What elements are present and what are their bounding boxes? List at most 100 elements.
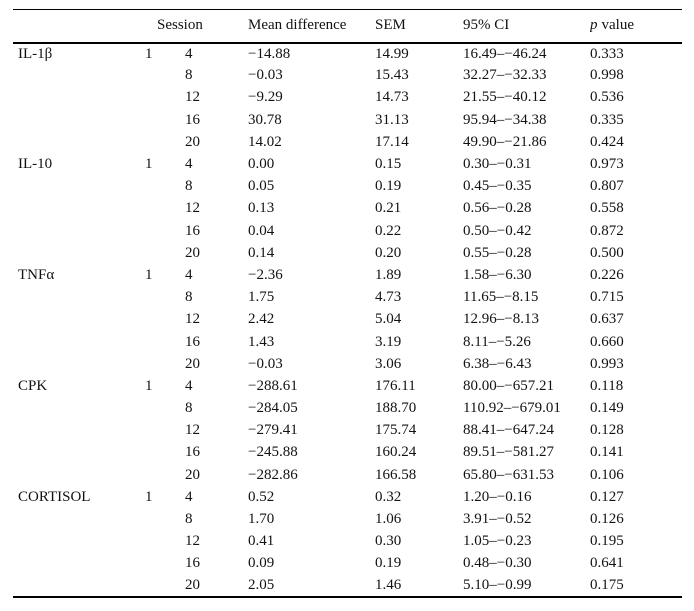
header-row: Session Mean difference SEM 95% CI p valu… — [13, 9, 682, 44]
ci-cell: 1.58–−6.30 — [463, 266, 532, 283]
table-row: 12 −9.29 14.73 21.55–−40.12 0.536 — [13, 87, 682, 109]
group-cell — [145, 531, 157, 553]
analyte-cell: CORTISOL — [18, 488, 91, 505]
mean-difference-cell: 14.02 — [248, 133, 282, 150]
session-cell: 20 — [185, 355, 200, 372]
table-row: IL-10 1 4 0.00 0.15 0.30–−0.31 0.973 — [13, 153, 682, 175]
mean-difference-cell: 0.13 — [248, 200, 275, 217]
header-analyte — [13, 9, 145, 44]
session-cell: 4 — [185, 266, 193, 283]
session-cell: 20 — [185, 133, 200, 150]
session-cell: 4 — [185, 156, 193, 173]
ci-cell: 21.55–−40.12 — [463, 89, 547, 106]
session-cell: 8 — [185, 511, 193, 528]
analyte-cell: IL-1β — [18, 45, 53, 62]
ci-cell: 5.10–−0.99 — [463, 575, 590, 599]
header-group — [145, 9, 157, 44]
session-cell: 8 — [185, 400, 193, 417]
p-value-cell: 0.558 — [590, 200, 624, 217]
group-cell: 1 — [145, 45, 153, 62]
mean-difference-cell: 0.05 — [248, 178, 275, 195]
session-cell: 16 — [185, 333, 200, 350]
sem-cell: 15.43 — [375, 67, 409, 84]
analyte-cell — [13, 87, 145, 109]
session-cell: 16 — [185, 222, 200, 239]
analyte-cell: CPK — [18, 377, 48, 394]
p-value-cell: 0.175 — [590, 575, 682, 599]
ci-cell: 6.38–−6.43 — [463, 355, 532, 372]
sem-cell: 0.32 — [375, 488, 402, 505]
sem-cell: 160.24 — [375, 444, 417, 461]
session-cell: 8 — [185, 289, 193, 306]
analyte-cell: IL-10 — [18, 156, 53, 173]
p-value-cell: 0.872 — [590, 222, 624, 239]
table-row: 20 −282.86 166.58 65.80–−631.53 0.106 — [13, 464, 682, 486]
ci-cell: 88.41–−647.24 — [463, 422, 554, 439]
group-cell — [145, 287, 157, 309]
p-value-cell: 0.118 — [590, 377, 624, 394]
sem-cell: 0.19 — [375, 555, 402, 572]
ci-cell: 0.50–−0.42 — [463, 222, 532, 239]
group-cell — [145, 553, 157, 575]
sem-cell: 175.74 — [375, 422, 417, 439]
p-value-cell: 0.149 — [590, 400, 624, 417]
table-header: Session Mean difference SEM 95% CI p valu… — [13, 9, 682, 44]
table-body: IL-1β 1 4 −14.88 14.99 16.49–−46.24 0.333 8 −0.0… — [13, 43, 682, 599]
mean-difference-cell: −245.88 — [248, 444, 298, 461]
sem-cell: 1.89 — [375, 266, 402, 283]
ci-cell: 1.05–−0.23 — [463, 533, 532, 550]
p-value-cell: 0.998 — [590, 67, 624, 84]
ci-cell: 8.11–−5.26 — [463, 333, 531, 350]
group-cell — [145, 464, 157, 486]
sem-cell: 14.73 — [375, 89, 409, 106]
session-cell: 4 — [185, 377, 193, 394]
analyte-cell — [13, 442, 145, 464]
sem-cell: 0.22 — [375, 222, 402, 239]
header-session: Session — [157, 9, 248, 44]
group-cell: 1 — [145, 266, 153, 283]
sem-cell: 0.30 — [375, 533, 402, 550]
group-cell — [145, 353, 157, 375]
analyte-cell — [13, 575, 145, 599]
sem-cell: 14.99 — [375, 45, 409, 62]
p-value-cell: 0.127 — [590, 488, 624, 505]
analyte-cell — [13, 198, 145, 220]
mean-difference-cell: 1.43 — [248, 333, 275, 350]
mean-difference-cell: −0.03 — [248, 67, 283, 84]
session-cell: 20 — [185, 466, 200, 483]
mean-difference-cell: 1.75 — [248, 289, 275, 306]
table-row: 16 30.78 31.13 95.94–−34.38 0.335 — [13, 109, 682, 131]
mean-difference-cell: 0.00 — [248, 156, 275, 173]
table-row: 16 0.04 0.22 0.50–−0.42 0.872 — [13, 220, 682, 242]
mean-difference-cell: −0.03 — [248, 355, 283, 372]
ci-cell: 95.94–−34.38 — [463, 111, 547, 128]
session-cell: 8 — [185, 178, 193, 195]
session-cell: 16 — [185, 111, 200, 128]
table-row: 8 0.05 0.19 0.45–−0.35 0.807 — [13, 176, 682, 198]
p-value-cell: 0.226 — [590, 266, 624, 283]
header-p-value: p value — [590, 9, 682, 44]
analyte-cell — [13, 309, 145, 331]
analyte-cell — [13, 331, 145, 353]
p-value-cell: 0.807 — [590, 178, 624, 195]
session-cell: 12 — [185, 533, 200, 550]
sem-cell: 0.19 — [375, 178, 402, 195]
mean-difference-cell: −282.86 — [248, 466, 298, 483]
group-cell — [145, 398, 157, 420]
sem-cell: 17.14 — [375, 133, 409, 150]
p-value-cell: 0.335 — [590, 111, 624, 128]
mean-difference-cell: 30.78 — [248, 111, 282, 128]
analyte-cell — [13, 508, 145, 530]
p-value-cell: 0.424 — [590, 133, 624, 150]
group-cell — [145, 109, 157, 131]
group-cell: 1 — [145, 488, 153, 505]
sem-cell: 0.15 — [375, 156, 402, 173]
p-value-rest: value — [601, 17, 634, 34]
p-value-cell: 0.333 — [590, 45, 624, 62]
group-cell — [145, 575, 157, 599]
group-cell — [145, 331, 157, 353]
ci-cell: 89.51–−581.27 — [463, 444, 554, 461]
analyte-cell: TNFα — [18, 266, 55, 283]
group-cell — [145, 220, 157, 242]
group-cell — [145, 508, 157, 530]
